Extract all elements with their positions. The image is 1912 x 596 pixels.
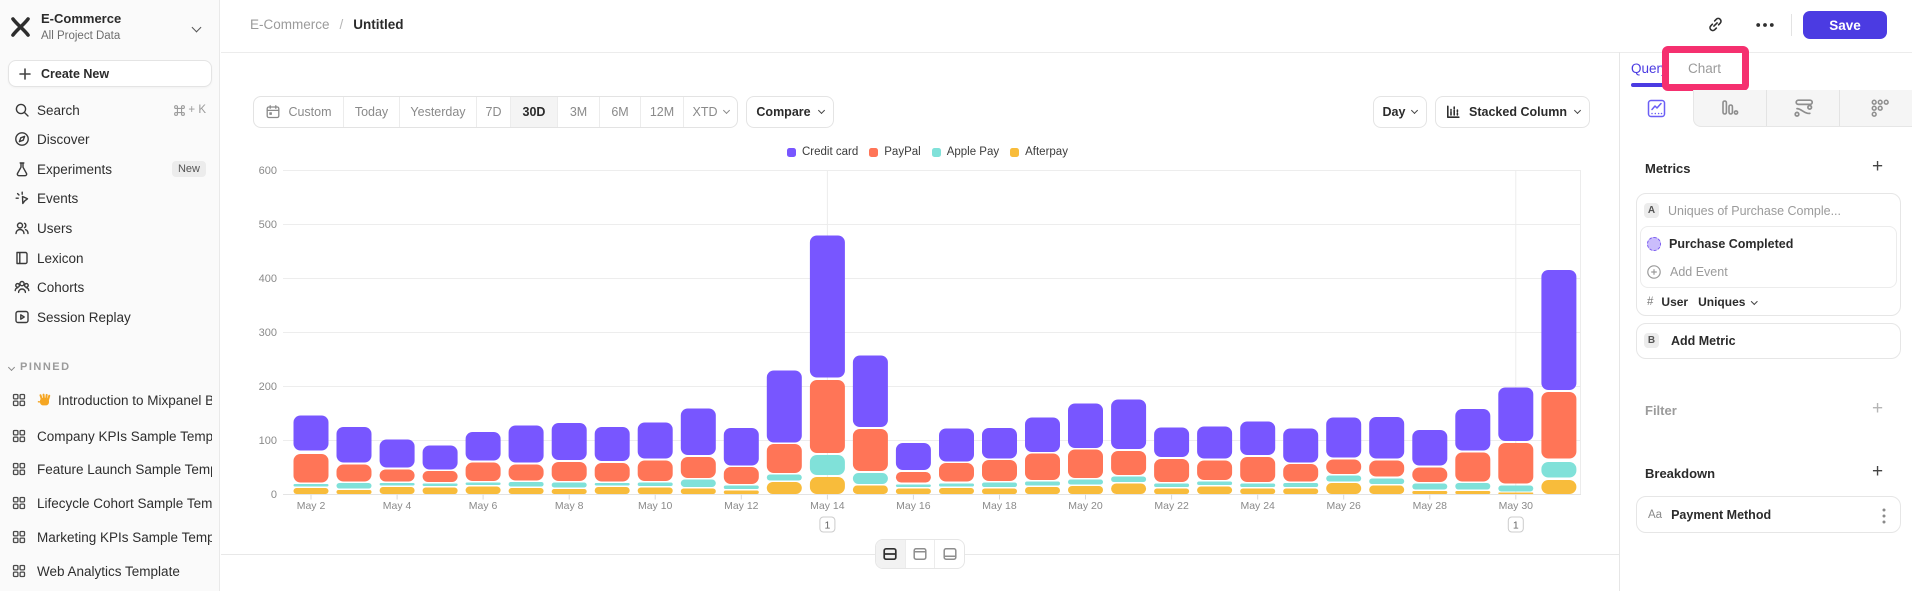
svg-text:May 8: May 8 <box>555 500 584 512</box>
svg-text:May 4: May 4 <box>383 500 412 512</box>
svg-text:May 16: May 16 <box>896 500 931 512</box>
svg-text:May 26: May 26 <box>1326 500 1361 512</box>
svg-text:May 20: May 20 <box>1068 500 1103 512</box>
svg-text:300: 300 <box>259 327 277 339</box>
svg-text:May 22: May 22 <box>1154 500 1189 512</box>
svg-text:May 14: May 14 <box>810 500 845 512</box>
svg-text:May 2: May 2 <box>297 500 326 512</box>
svg-text:600: 600 <box>259 165 277 177</box>
svg-text:May 28: May 28 <box>1413 500 1448 512</box>
svg-text:May 12: May 12 <box>724 500 759 512</box>
svg-text:1: 1 <box>1513 520 1519 532</box>
svg-text:1: 1 <box>824 520 830 532</box>
svg-text:May 10: May 10 <box>638 500 673 512</box>
svg-text:100: 100 <box>259 435 277 447</box>
svg-text:May 30: May 30 <box>1499 500 1534 512</box>
svg-text:500: 500 <box>259 219 277 231</box>
svg-text:May 6: May 6 <box>469 500 498 512</box>
svg-text:400: 400 <box>259 273 277 285</box>
svg-text:May 18: May 18 <box>982 500 1017 512</box>
svg-text:0: 0 <box>271 489 277 501</box>
svg-text:200: 200 <box>259 381 277 393</box>
svg-text:May 24: May 24 <box>1240 500 1275 512</box>
